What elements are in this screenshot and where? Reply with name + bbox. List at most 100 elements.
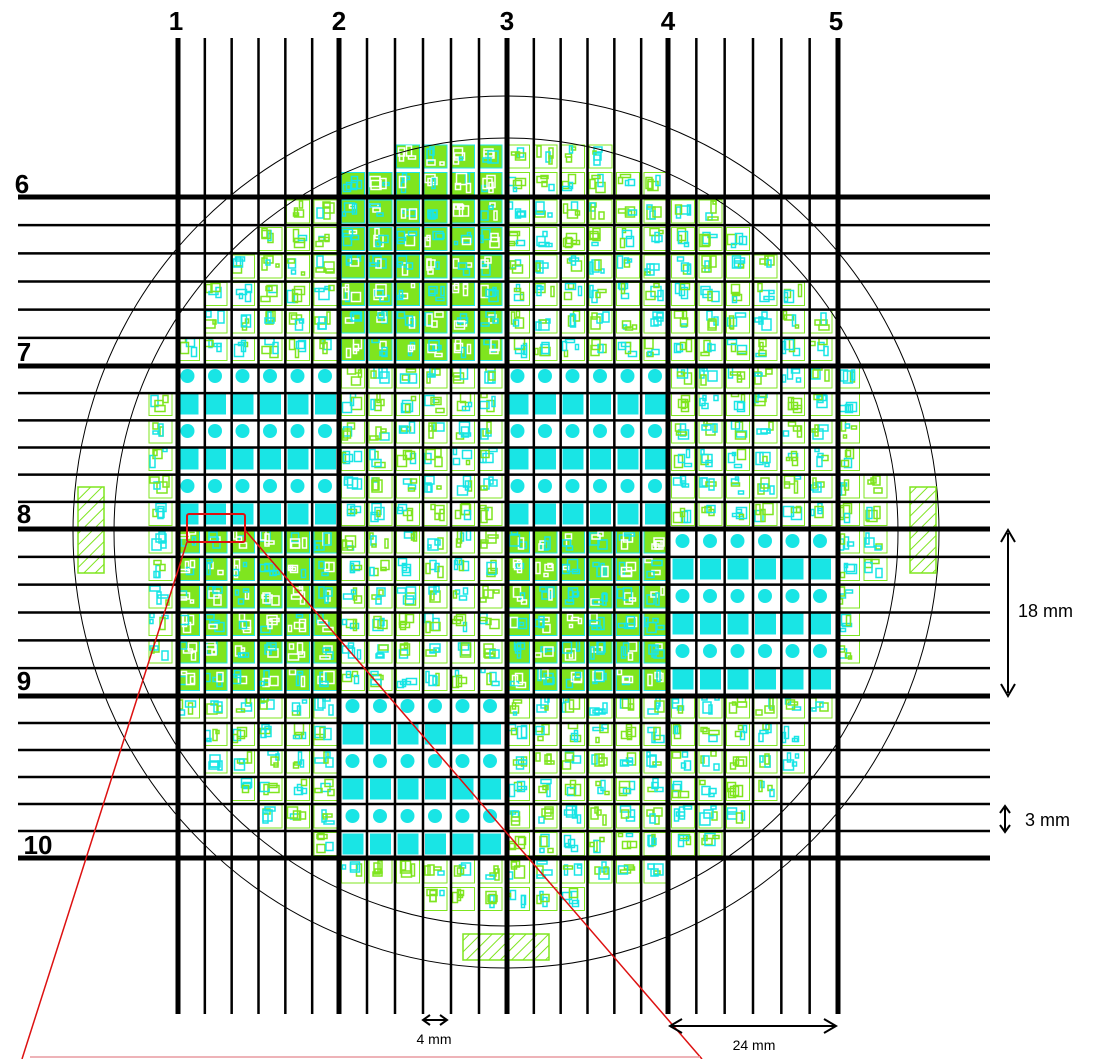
die-cell xyxy=(235,479,250,493)
die-cell xyxy=(368,282,393,306)
die-cell xyxy=(507,393,529,415)
die-structure xyxy=(565,805,577,818)
die-structure xyxy=(434,311,444,318)
die-structure xyxy=(787,421,797,427)
die-structure xyxy=(408,421,416,434)
die-cell xyxy=(588,639,613,664)
die-structure xyxy=(217,760,223,771)
die-structure xyxy=(790,450,798,462)
die-structure xyxy=(573,729,579,743)
die-structure xyxy=(594,708,606,715)
die-cell xyxy=(478,282,503,306)
die-structure xyxy=(737,724,744,731)
die-structure xyxy=(593,152,602,161)
die-structure xyxy=(589,619,601,627)
column-label-3: 3 xyxy=(500,6,514,36)
die-structure xyxy=(483,589,494,599)
die-structure xyxy=(701,424,712,431)
die-structure xyxy=(734,431,747,440)
die-structure xyxy=(208,623,218,630)
column-label-1: 1 xyxy=(169,6,183,36)
die-cell xyxy=(588,777,613,801)
die-cell xyxy=(290,369,305,383)
die-cell xyxy=(588,667,613,691)
die-cell xyxy=(370,778,391,800)
die-structure xyxy=(159,563,166,572)
die-structure xyxy=(456,204,465,210)
die-structure xyxy=(536,284,542,297)
die-structure xyxy=(480,485,488,491)
die-cell xyxy=(455,699,470,713)
die-structure xyxy=(651,559,663,567)
die-cell xyxy=(593,424,607,438)
die-structure xyxy=(349,863,359,871)
die-cell xyxy=(726,804,750,829)
die-cell xyxy=(616,309,640,334)
die-structure xyxy=(480,539,489,544)
die-cell xyxy=(617,503,639,525)
dim-18mm-label: 18 mm xyxy=(1018,601,1073,621)
die-structure xyxy=(677,453,686,464)
die-pad-square xyxy=(755,613,776,635)
die-cell xyxy=(286,722,310,746)
die-structure xyxy=(397,147,406,157)
die-cell xyxy=(396,199,420,224)
die-structure xyxy=(301,537,308,549)
die-structure xyxy=(265,285,273,292)
die-pad-round xyxy=(510,479,525,493)
die-structure xyxy=(341,618,348,626)
die-structure xyxy=(424,475,435,485)
die-structure xyxy=(452,157,460,165)
die-structure xyxy=(538,543,544,551)
die-structure xyxy=(660,586,665,596)
die-cell xyxy=(561,557,585,581)
die-cell xyxy=(506,529,530,554)
die-structure xyxy=(794,324,800,329)
die-structure xyxy=(322,341,328,355)
die-cell xyxy=(313,337,338,361)
die-cell xyxy=(781,722,805,746)
die-cell xyxy=(451,557,475,581)
die-structure xyxy=(290,532,300,543)
die-structure xyxy=(489,343,496,353)
die-structure xyxy=(152,448,163,460)
die-structure xyxy=(730,482,741,487)
die-structure xyxy=(626,840,638,849)
die-structure xyxy=(427,209,438,219)
die-structure xyxy=(401,399,414,413)
die-cell xyxy=(675,644,690,658)
die-cell xyxy=(396,502,420,526)
die-structure xyxy=(850,425,858,430)
die-structure xyxy=(323,820,335,825)
die-cell xyxy=(313,749,338,774)
die-pad-square xyxy=(645,448,666,470)
die-cell xyxy=(588,612,613,636)
die-structure xyxy=(509,680,520,687)
die-structure xyxy=(679,341,687,351)
die-structure xyxy=(540,893,550,903)
die-structure xyxy=(433,422,445,432)
die-structure xyxy=(261,227,268,239)
die-structure xyxy=(568,623,574,629)
die-cell xyxy=(506,282,530,306)
die-structure xyxy=(736,350,748,356)
die-cell xyxy=(671,447,695,471)
die-cell xyxy=(561,337,585,361)
die-structure xyxy=(237,341,245,347)
die-cell xyxy=(726,227,750,251)
die-structure xyxy=(570,844,579,853)
die-structure xyxy=(485,890,497,905)
die-cell xyxy=(671,227,695,251)
die-structure xyxy=(217,569,224,576)
die-cell xyxy=(258,639,283,664)
die-structure xyxy=(544,705,549,711)
die-cell xyxy=(616,254,640,279)
die-structure xyxy=(379,294,390,303)
die-structure xyxy=(594,866,601,875)
die-structure xyxy=(435,296,445,302)
die-structure xyxy=(153,449,158,457)
die-cell xyxy=(423,447,448,471)
die-structure xyxy=(322,813,333,818)
die-structure xyxy=(844,403,854,414)
die-structure xyxy=(491,395,496,408)
